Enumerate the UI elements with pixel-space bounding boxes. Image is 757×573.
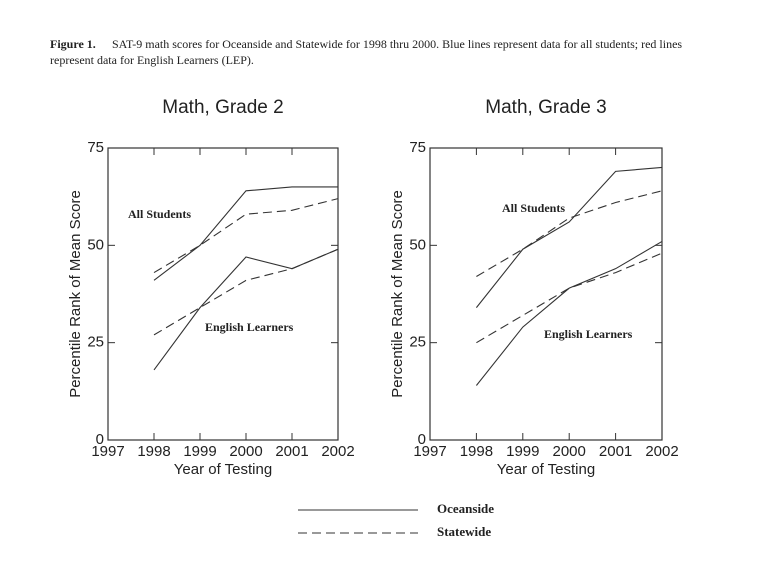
group-label: All Students	[128, 207, 191, 221]
group-label: All Students	[502, 201, 565, 215]
chart-title: Math, Grade 2	[162, 97, 283, 118]
y-tick-label: 50	[87, 236, 104, 253]
x-tick-label: 2000	[553, 443, 586, 460]
x-tick-label: 2000	[229, 443, 262, 460]
y-tick-label: 25	[409, 334, 426, 351]
x-tick-label: 2001	[599, 443, 632, 460]
x-axis-label: Year of Testing	[174, 461, 272, 478]
line-series	[153, 198, 339, 274]
x-tick-label: 2002	[645, 443, 678, 460]
chart-title: Math, Grade 3	[485, 97, 606, 118]
caption-text: SAT-9 math scores for Oceanside and Stat…	[112, 37, 682, 51]
line-series	[475, 240, 663, 386]
x-tick-label: 1999	[506, 443, 539, 460]
y-tick-label: 0	[96, 431, 104, 448]
legend-label: Oceanside	[437, 501, 494, 516]
x-tick-label: 1999	[183, 443, 216, 460]
line-series	[153, 248, 339, 336]
x-tick-label: 1997	[91, 443, 124, 460]
y-tick-label: 50	[409, 236, 426, 253]
plot-frame	[429, 147, 663, 441]
x-tick-label: 2001	[275, 443, 308, 460]
caption-label: Figure 1.	[50, 37, 96, 51]
x-axis-label: Year of Testing	[497, 461, 595, 478]
line-series	[153, 248, 339, 371]
line-series	[476, 190, 663, 277]
group-label: English Learners	[205, 320, 294, 334]
caption-text: represent data for English Learners (LEP…	[50, 53, 254, 67]
group-label: English Learners	[544, 327, 633, 341]
y-axis-label: Percentile Rank of Mean Score	[67, 190, 84, 398]
y-tick-label: 75	[87, 139, 104, 156]
y-tick-label: 25	[87, 334, 104, 351]
x-tick-label: 1998	[460, 443, 493, 460]
x-tick-label: 2002	[321, 443, 354, 460]
y-tick-label: 75	[409, 139, 426, 156]
x-tick-label: 1998	[137, 443, 170, 460]
plot-frame	[107, 147, 339, 441]
x-tick-label: 1997	[413, 443, 446, 460]
line-series	[153, 186, 338, 281]
line-series	[476, 252, 663, 344]
line-series	[475, 166, 663, 308]
y-axis-label: Percentile Rank of Mean Score	[389, 190, 406, 398]
legend-label: Statewide	[437, 524, 491, 539]
y-tick-label: 0	[418, 431, 426, 448]
